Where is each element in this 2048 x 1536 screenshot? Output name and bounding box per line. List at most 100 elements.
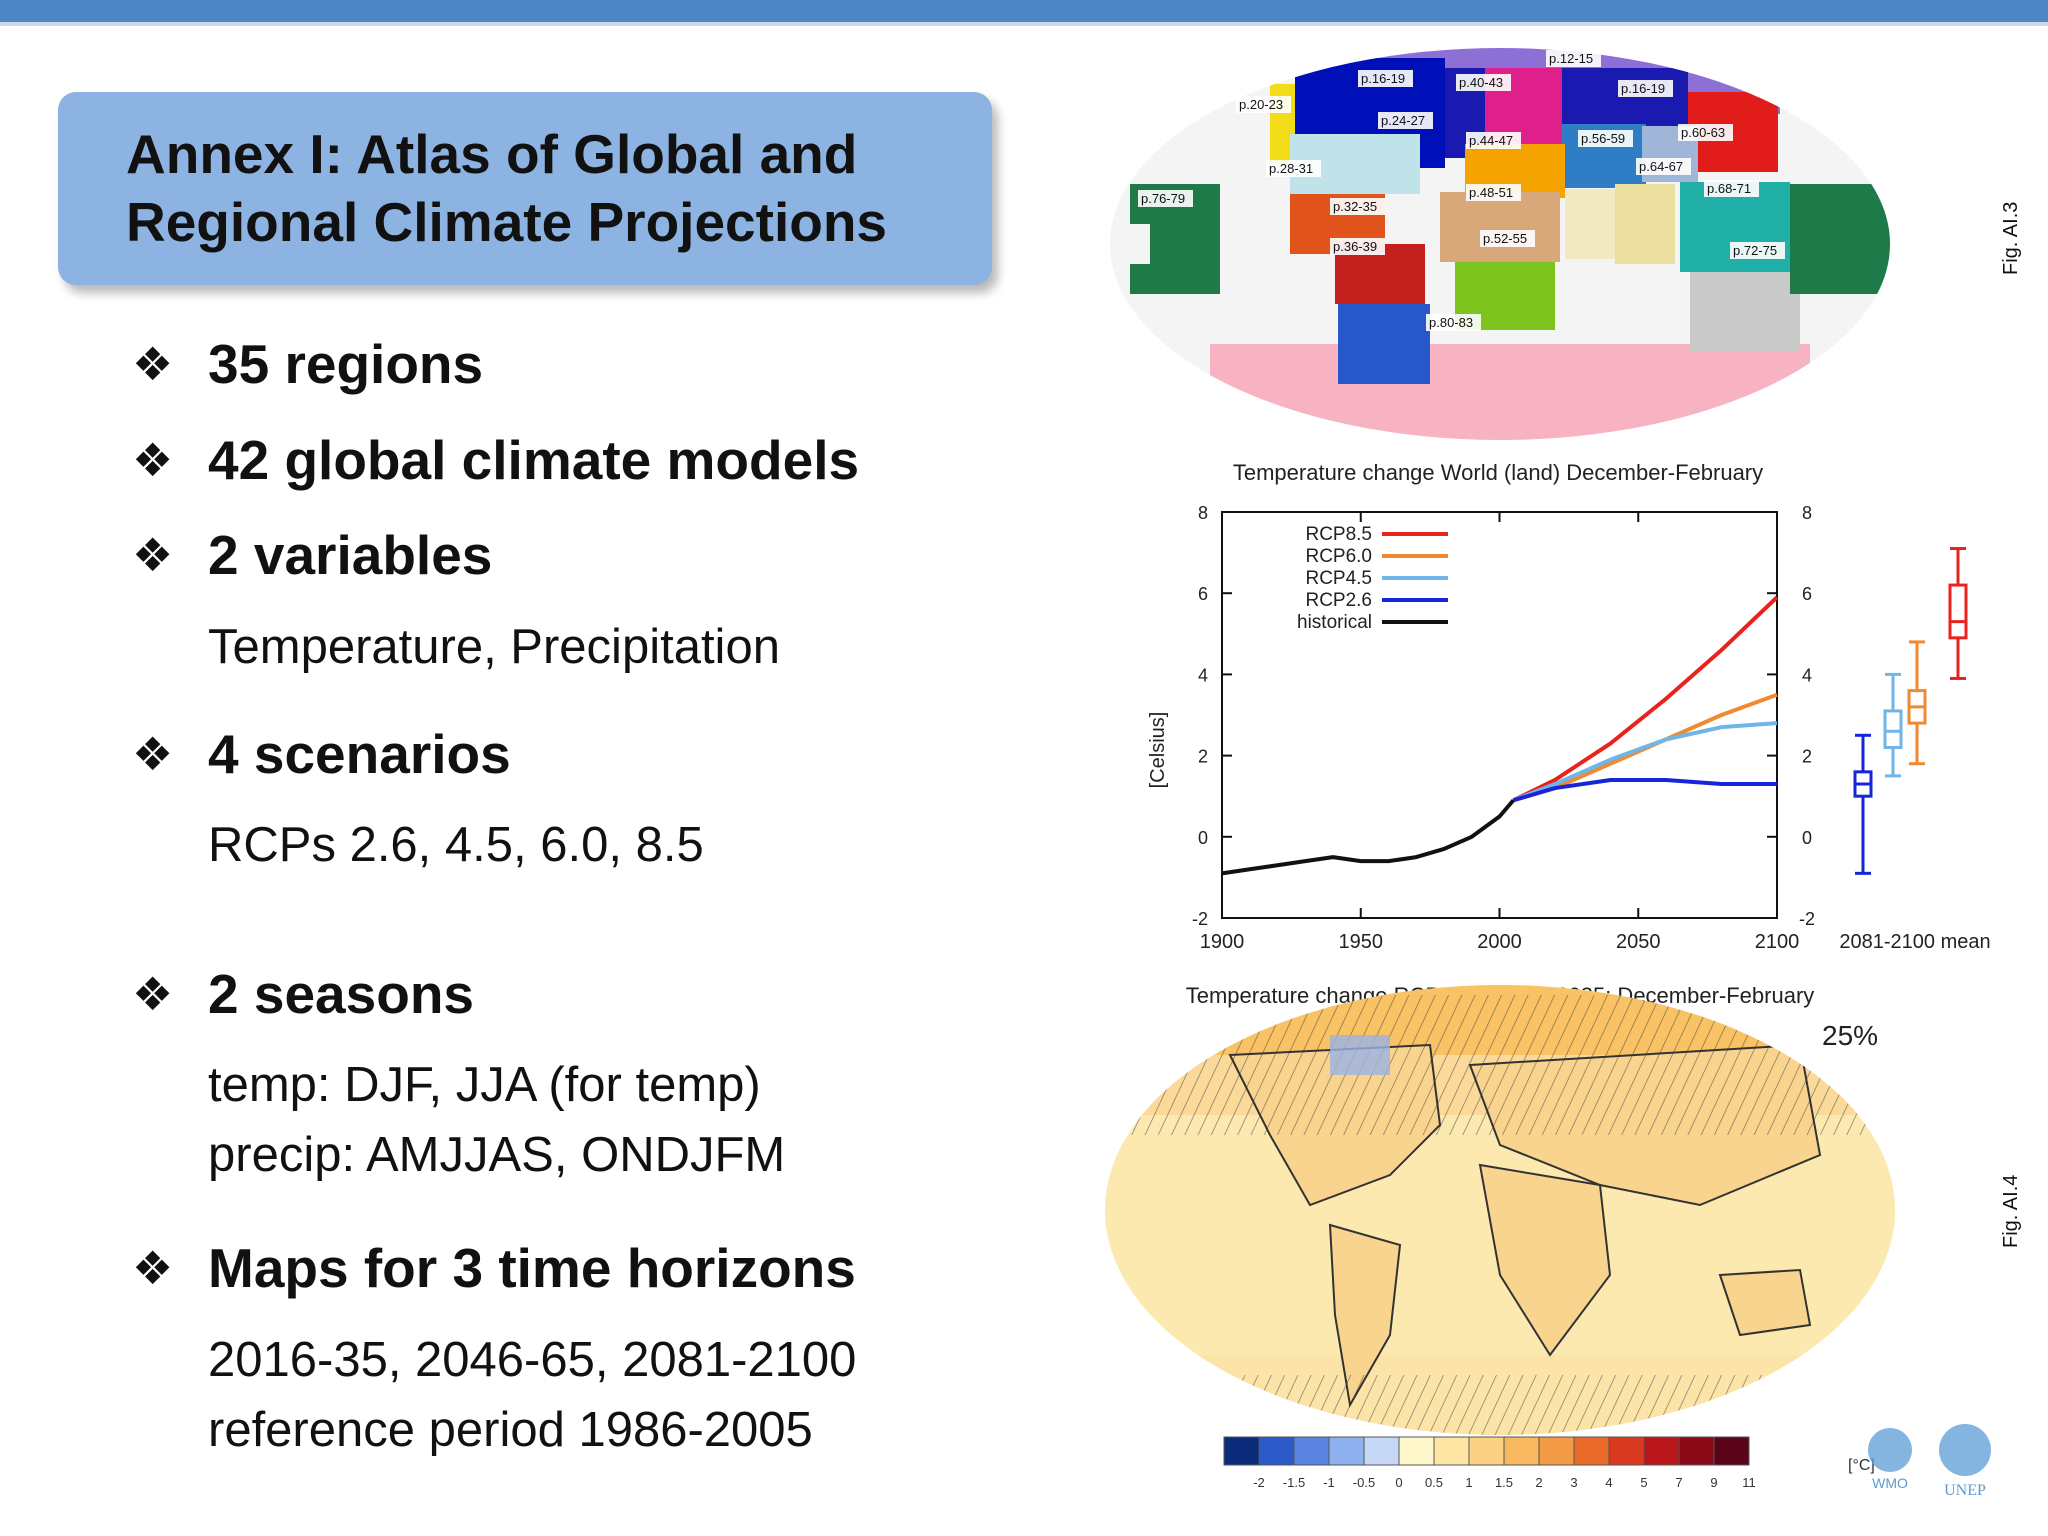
fig-label-ai4: Fig. AI.4: [2000, 1174, 2022, 1248]
bullet-time-horizons-detail-1: 2016-35, 2046-65, 2081-2100: [208, 1333, 857, 1387]
bullet-variables: 2 variables: [208, 524, 493, 586]
region-page-label: p.36-39: [1330, 238, 1385, 255]
colorbar-label: -0.5: [1353, 1475, 1375, 1490]
colorbar-label: -1.5: [1283, 1475, 1305, 1490]
svg-text:p.20-23: p.20-23: [1239, 97, 1283, 112]
region-page-label: p.52-55: [1480, 230, 1535, 247]
colorbar-label: 1: [1465, 1475, 1472, 1490]
chart-axes: 1900 1950 2000 2050 2100-2 -20 02 24 46 68 82081-2…: [1192, 503, 1991, 953]
colorbar-label: 3: [1570, 1475, 1577, 1490]
bullet-scenarios-detail: RCPs 2.6, 4.5, 6.0, 8.5: [208, 818, 704, 872]
chart-boxplots: [1853, 547, 1968, 875]
colorbar-swatch: [1328, 1436, 1365, 1466]
colorbar-swatch: [1503, 1436, 1540, 1466]
x-tick-label: 2050: [1616, 931, 1661, 953]
colorbar-label: 11: [1742, 1475, 1756, 1490]
region-page-label: p.80-83: [1426, 314, 1481, 331]
y-tick-label: 0: [1198, 828, 1208, 848]
svg-text:p.44-47: p.44-47: [1469, 133, 1513, 148]
colorbar-label: 2: [1535, 1475, 1542, 1490]
y-tick-label: -2: [1192, 909, 1208, 929]
temperature-line-chart: Temperature change World (land) December…: [1147, 460, 1991, 953]
colorbar-swatch: [1573, 1436, 1610, 1466]
title-line-1: Annex I: Atlas of Global and: [126, 123, 858, 185]
svg-text:WMO: WMO: [1872, 1475, 1908, 1491]
boxplot-rcp26: [1853, 733, 1873, 875]
colorbar-swatch: [1538, 1436, 1575, 1466]
colorbar-label: -1: [1323, 1475, 1335, 1490]
australia: [1718, 1268, 1812, 1337]
colorbar-label: 4: [1605, 1475, 1612, 1490]
y-tick-label-right: -2: [1799, 909, 1815, 929]
top-accent-line: [0, 22, 2048, 26]
legend-label: RCP8.5: [1305, 524, 1372, 545]
bullet-marker-icon: ❖: [132, 727, 174, 781]
x-tick-label: 1950: [1339, 931, 1384, 953]
bullet-seasons-detail-2: precip: AMJJAS, ONDJFM: [208, 1128, 786, 1182]
bullet-regions: 35 regions: [208, 333, 484, 395]
bullet-marker-icon: ❖: [132, 967, 174, 1021]
y-tick-label-right: 6: [1802, 584, 1812, 604]
boxplot-rcp60: [1907, 640, 1927, 766]
legend-label: historical: [1297, 612, 1372, 633]
top-accent-bar: [0, 0, 2048, 22]
region-page-label: p.48-51: [1466, 184, 1521, 201]
svg-text:p.28-31: p.28-31: [1269, 161, 1313, 176]
svg-text:p.16-19: p.16-19: [1621, 81, 1665, 96]
bullet-marker-icon: ❖: [132, 337, 174, 391]
chart-y-axis-label: [Celsius]: [1147, 712, 1169, 789]
svg-text:p.24-27: p.24-27: [1381, 113, 1425, 128]
region-page-label: p.60-63: [1678, 124, 1733, 141]
bullet-time-horizons: Maps for 3 time horizons: [208, 1237, 856, 1299]
y-tick-label: 8: [1198, 503, 1208, 523]
colorbar-unit: [°C]: [1848, 1457, 1875, 1474]
projection-map-percent: 25%: [1822, 1020, 1878, 1051]
colorbar-swatch: [1608, 1436, 1645, 1466]
region-page-label: p.40-43: [1456, 74, 1511, 91]
bullet-seasons-detail-1: temp: DJF, JJA (for temp): [208, 1058, 761, 1112]
svg-text:p.52-55: p.52-55: [1483, 231, 1527, 246]
colorbar-swatch: [1398, 1436, 1435, 1466]
colorbar-label: 9: [1710, 1475, 1717, 1490]
y-tick-label: 6: [1198, 584, 1208, 604]
colorbar-label: 5: [1640, 1475, 1647, 1490]
region-page-label: p.72-75: [1730, 242, 1785, 259]
colorbar: -2 -1.5 -1 -0.5 0 0.5 1 1.5 2 3 4 5 7 9 11: [1223, 1436, 1756, 1490]
bullet-seasons: 2 seasons: [208, 963, 475, 1025]
bullet-marker-icon: ❖: [132, 1241, 174, 1295]
bullet-marker-icon: ❖: [132, 433, 174, 487]
unep-logo: UNEP: [1939, 1424, 1991, 1499]
chart-plot-area: [1221, 595, 1779, 876]
legend-label: RCP4.5: [1305, 568, 1372, 589]
colorbar-label: 7: [1675, 1475, 1682, 1490]
svg-text:p.40-43: p.40-43: [1459, 75, 1503, 90]
colorbar-label: -2: [1253, 1475, 1265, 1490]
chart-title: Temperature change World (land) December…: [1233, 460, 1763, 485]
y-tick-label-right: 0: [1802, 828, 1812, 848]
y-tick-label: 4: [1198, 665, 1208, 685]
region-page-label: p.20-23: [1236, 96, 1291, 113]
colorbar-swatch: [1433, 1436, 1470, 1466]
y-tick-label-right: 4: [1802, 665, 1812, 685]
region-page-label: p.24-27: [1378, 112, 1433, 129]
africa: [1478, 1163, 1612, 1357]
x-tick-label: 1900: [1200, 931, 1245, 953]
svg-text:p.76-79: p.76-79: [1141, 191, 1185, 206]
wmo-logo: WMO: [1868, 1428, 1912, 1491]
y-tick-label-right: 2: [1802, 747, 1812, 767]
south-america: [1328, 1223, 1402, 1408]
boxplot-rcp45: [1883, 672, 1903, 778]
colorbar-label: 1.5: [1495, 1475, 1513, 1490]
boxplot-rcp85: [1948, 547, 1968, 680]
region-page-label: p.56-59: [1578, 130, 1633, 147]
slide-title: Annex I: Atlas of Global and Regional Cl…: [126, 120, 986, 256]
x-tick-label: 2000: [1477, 931, 1522, 953]
region-page-label: p.64-67: [1636, 158, 1691, 175]
region-page-label: p.68-71: [1704, 180, 1759, 197]
legend-label: RCP6.0: [1305, 546, 1372, 567]
colorbar-swatch: [1643, 1436, 1680, 1466]
region-page-label: p.44-47: [1466, 132, 1521, 149]
svg-text:p.36-39: p.36-39: [1333, 239, 1377, 254]
svg-text:p.12-15: p.12-15: [1549, 51, 1593, 66]
